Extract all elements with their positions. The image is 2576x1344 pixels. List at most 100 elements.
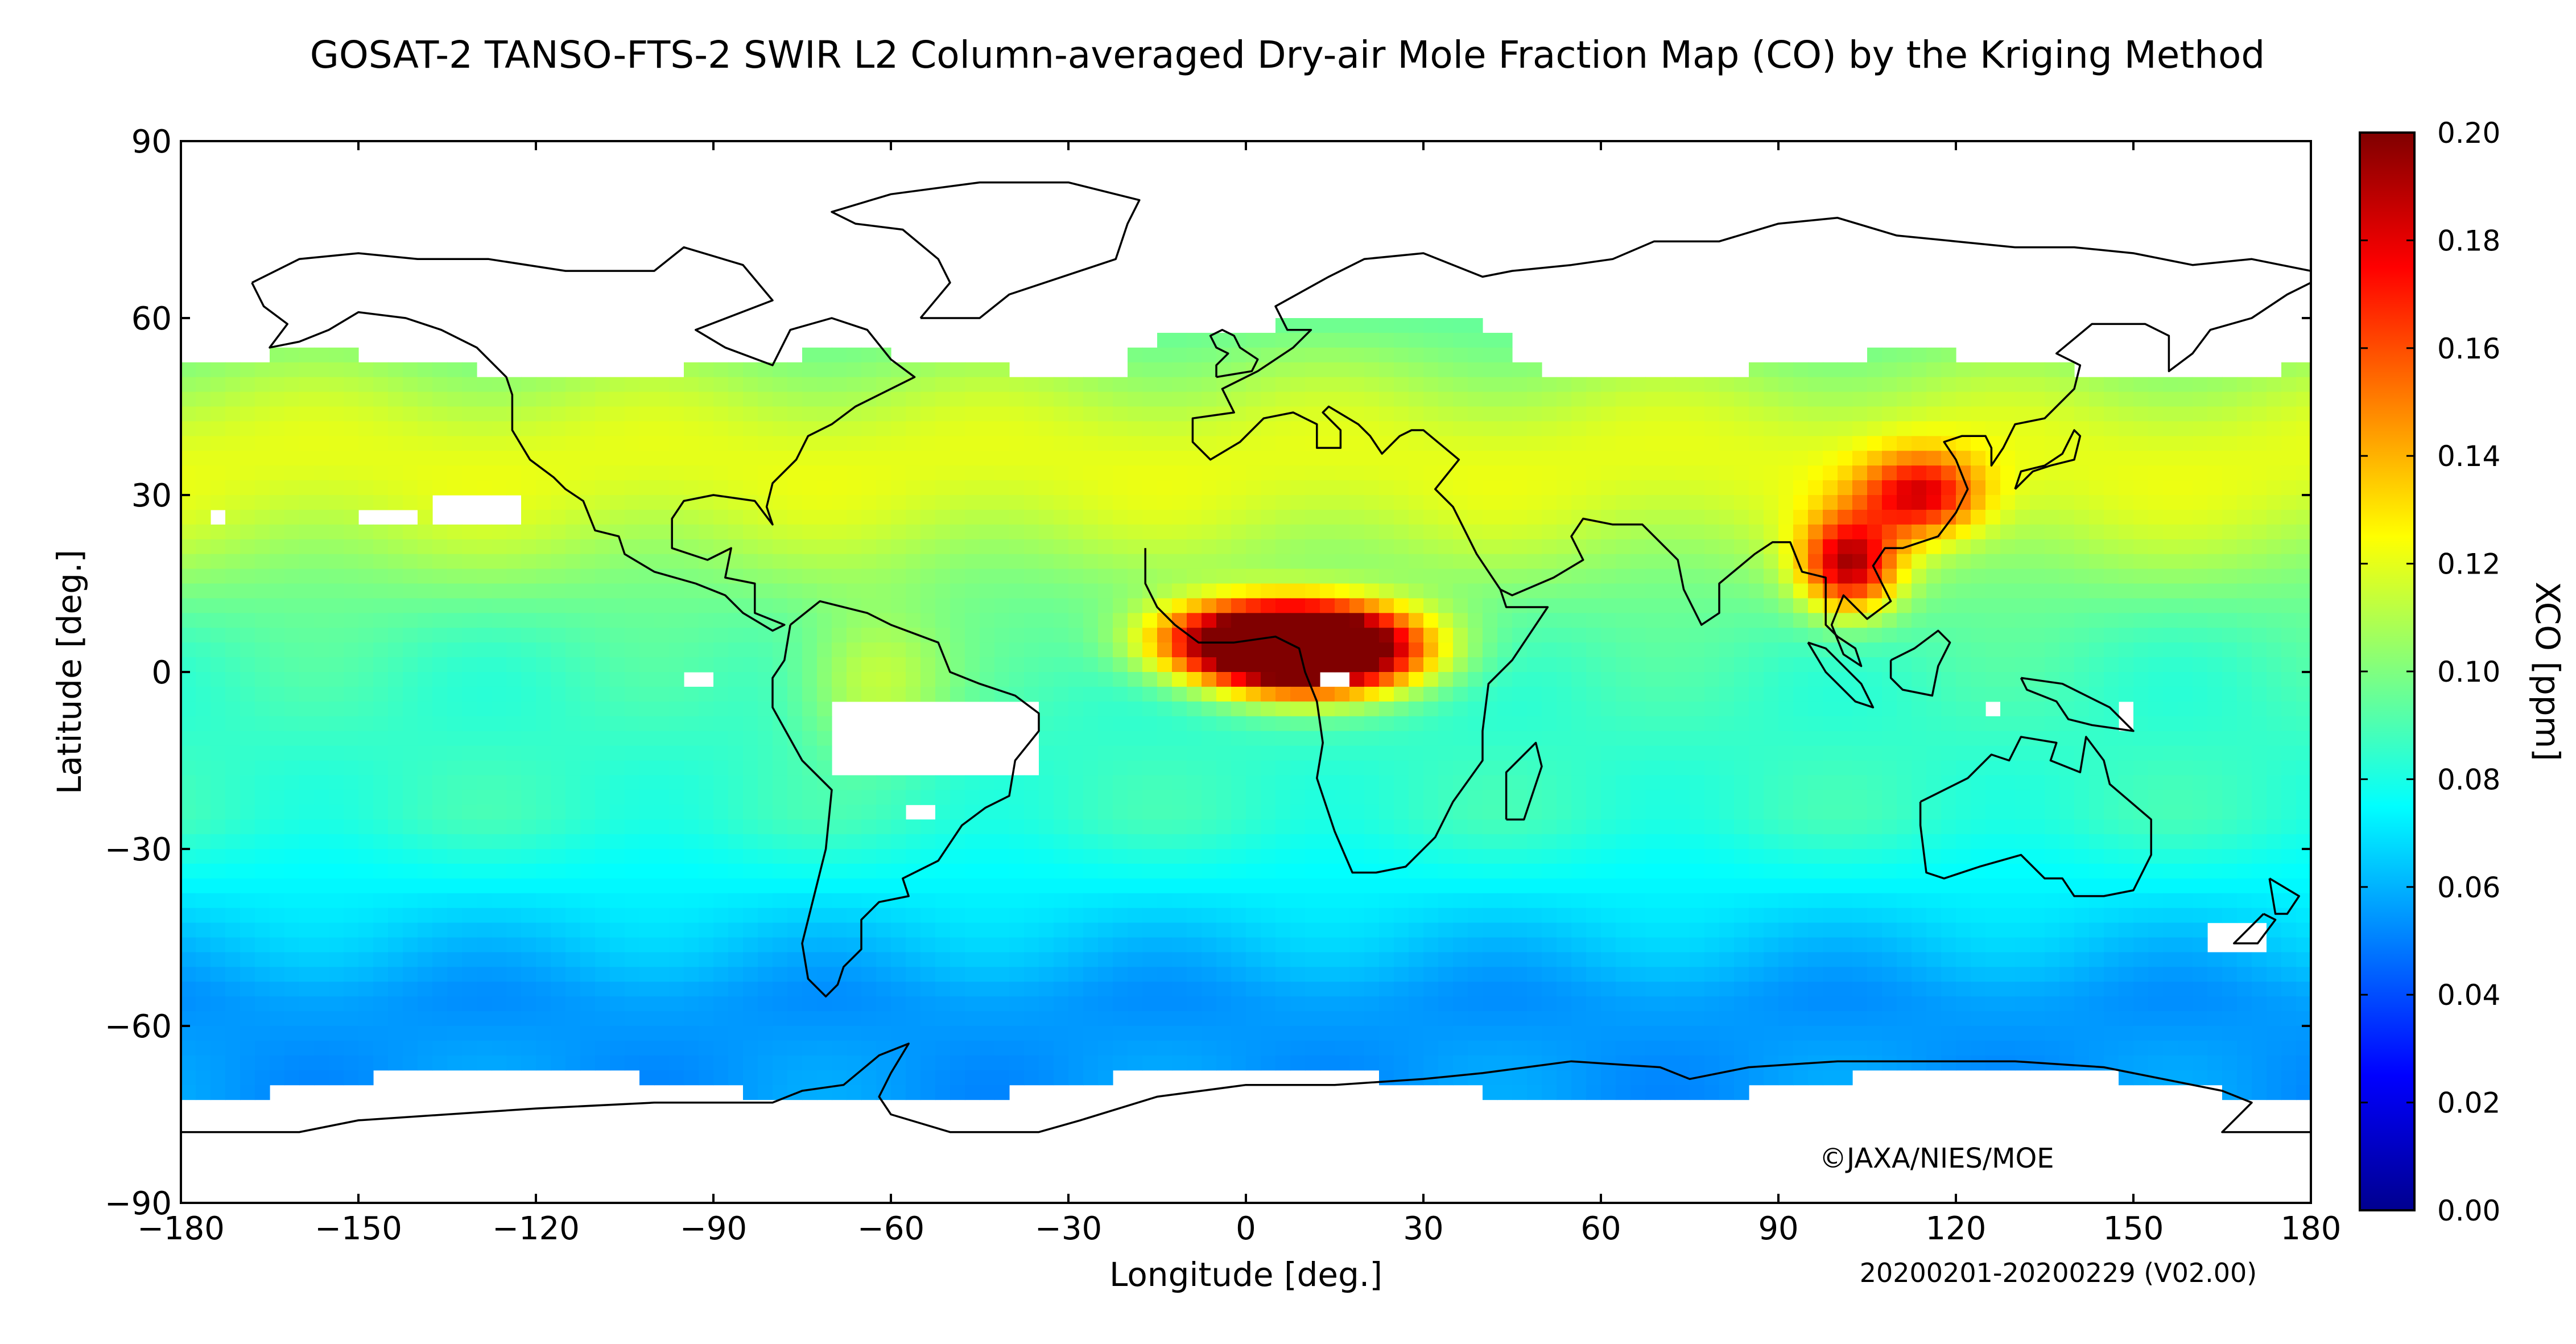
heatmap-cell <box>1157 701 1173 717</box>
heatmap-cell <box>1261 716 1276 732</box>
heatmap-cell <box>506 745 522 761</box>
heatmap-cell <box>1630 554 1646 570</box>
heatmap-cell <box>1054 583 1069 599</box>
heatmap-cell <box>861 539 877 555</box>
heatmap-cell <box>1941 731 1956 747</box>
heatmap-cell <box>373 819 389 835</box>
heatmap-cell <box>225 657 241 673</box>
heatmap-cell <box>1985 613 2001 628</box>
heatmap-cell <box>388 391 403 407</box>
heatmap-cell <box>196 598 211 613</box>
heatmap-cell <box>1719 701 1735 717</box>
heatmap-cell <box>1275 760 1291 776</box>
heatmap-cell <box>1039 716 1054 732</box>
heatmap-cell <box>536 790 551 805</box>
heatmap-cell <box>1409 539 1424 555</box>
heatmap-cell <box>669 421 684 436</box>
heatmap-cell <box>447 834 463 850</box>
heatmap-cell <box>2237 509 2252 525</box>
heatmap-cell <box>255 805 270 820</box>
heatmap-cell <box>1098 451 1113 466</box>
heatmap-cell <box>639 436 655 451</box>
heatmap-cell <box>358 391 374 407</box>
heatmap-cell <box>861 834 877 850</box>
heatmap-cell <box>2045 716 2060 732</box>
heatmap-cell <box>536 863 551 879</box>
heatmap-cell <box>1187 524 1202 540</box>
heatmap-cell <box>1246 377 1261 393</box>
heatmap-cell <box>181 878 196 894</box>
heatmap-cell <box>891 805 906 820</box>
heatmap-cell <box>713 451 729 466</box>
heatmap-cell <box>1068 849 1084 864</box>
heatmap-cell <box>1364 495 1380 510</box>
heatmap-cell <box>595 849 610 864</box>
heatmap-cell <box>2148 790 2164 805</box>
heatmap-cell <box>654 524 670 540</box>
heatmap-cell <box>1645 421 1661 436</box>
heatmap-cell <box>1216 686 1232 702</box>
heatmap-cell <box>1128 731 1143 747</box>
heatmap-cell <box>1808 731 1823 747</box>
heatmap-cell <box>1231 819 1246 835</box>
heatmap-cell <box>2015 406 2030 422</box>
heatmap-cell <box>1557 628 1572 643</box>
heatmap-cell <box>699 657 714 673</box>
heatmap-cell <box>1630 583 1646 599</box>
heatmap-cell <box>1778 686 1794 702</box>
heatmap-cell <box>935 686 951 702</box>
heatmap-cell <box>1823 760 1838 776</box>
heatmap-cell <box>1601 495 1616 510</box>
heatmap-cell <box>876 775 891 790</box>
heatmap-cell <box>418 421 433 436</box>
heatmap-cell <box>950 598 965 613</box>
heatmap-cell <box>344 672 359 687</box>
heatmap-cell <box>2207 539 2223 555</box>
heatmap-cell <box>1423 362 1439 378</box>
heatmap-cell <box>965 775 980 790</box>
heatmap-cell <box>1187 760 1202 776</box>
heatmap-cell <box>1542 480 1557 496</box>
heatmap-cell <box>270 819 285 835</box>
heatmap-cell <box>1764 583 1779 599</box>
heatmap-cell <box>876 672 891 687</box>
heatmap-cell <box>1468 332 1483 348</box>
heatmap-cell <box>1335 524 1350 540</box>
heatmap-cell <box>418 819 433 835</box>
heatmap-cell <box>2207 863 2223 879</box>
heatmap-cell <box>595 598 610 613</box>
heatmap-cell <box>2000 805 2016 820</box>
heatmap-cell <box>1926 391 1942 407</box>
heatmap-cell <box>743 834 758 850</box>
heatmap-cell <box>906 539 921 555</box>
heatmap-cell <box>521 598 536 613</box>
heatmap-cell <box>1305 849 1320 864</box>
heatmap-cell <box>2015 495 2030 510</box>
heatmap-cell <box>403 377 418 393</box>
heatmap-cell <box>1793 362 1809 378</box>
heatmap-cell <box>1971 524 1986 540</box>
heatmap-cell <box>787 760 803 776</box>
heatmap-cell <box>1142 480 1158 496</box>
heatmap-cell <box>1379 318 1394 333</box>
heatmap-cell <box>1660 465 1675 481</box>
heatmap-cell <box>1468 701 1483 717</box>
heatmap-cell <box>477 391 492 407</box>
heatmap-cell <box>639 745 655 761</box>
heatmap-cell <box>1616 539 1631 555</box>
heatmap-cell <box>329 436 344 451</box>
heatmap-cell <box>1734 790 1749 805</box>
heatmap-cell <box>2074 568 2090 584</box>
heatmap-cell <box>684 716 699 732</box>
heatmap-cell <box>2059 509 2075 525</box>
heatmap-cell <box>1897 391 1912 407</box>
heatmap-cell <box>1956 539 1971 555</box>
heatmap-cell <box>1527 849 1542 864</box>
heatmap-cell <box>270 878 285 894</box>
heatmap-cell <box>669 451 684 466</box>
heatmap-cell <box>344 539 359 555</box>
heatmap-cell <box>565 701 581 717</box>
heatmap-cell <box>1749 495 1764 510</box>
heatmap-cell <box>2104 568 2119 584</box>
heatmap-cell <box>773 391 788 407</box>
